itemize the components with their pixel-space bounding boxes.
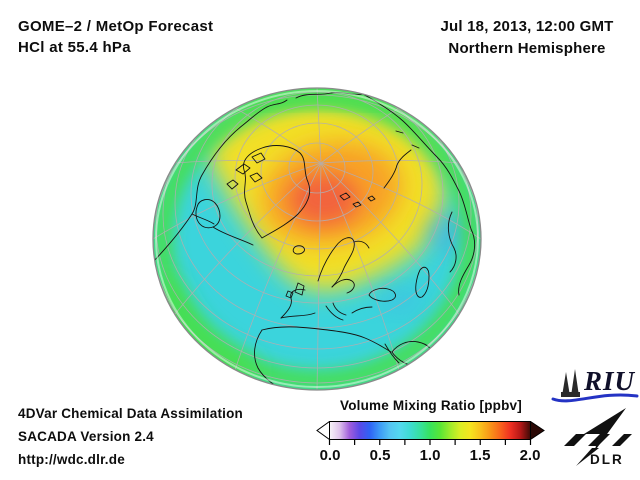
- riu-logo-text: RIU: [584, 366, 636, 396]
- dlr-star-shapes: [564, 408, 632, 466]
- tick-label-1.5: 1.5: [469, 447, 491, 464]
- globe-limb-outline: [152, 87, 482, 391]
- colorbar-left-arrow: [316, 421, 330, 441]
- title-line-species: HCl at 55.4 hPa: [18, 39, 131, 56]
- credits-block: 4DVar Chemical Data Assimilation SACADA …: [18, 402, 243, 471]
- graticule: [153, 88, 481, 390]
- colorbar-minor-ticks: [328, 440, 532, 445]
- datetime-label: Jul 18, 2013, 12:00 GMT: [440, 18, 614, 35]
- colorbar-gradient-bar: [329, 421, 531, 440]
- colorbar: [316, 421, 545, 445]
- tick-label-0.5: 0.5: [369, 447, 391, 464]
- riu-logo-graphic: [551, 369, 639, 403]
- title-line-instrument: GOME–2 / MetOp Forecast: [18, 18, 214, 35]
- globe-inner-rim-highlight: [155, 90, 479, 388]
- riu-logo: RIU: [550, 366, 640, 406]
- colorbar-tick-labels: 0.0 0.5 1.0 1.5 2.0: [0, 447, 640, 465]
- tick-label-0.0: 0.0: [319, 447, 341, 464]
- colorbar-right-arrow: [530, 421, 545, 441]
- credit-line-version: SACADA Version 2.4: [18, 429, 154, 444]
- dlr-star-icon: [564, 408, 632, 466]
- colorbar-title: Volume Mixing Ratio [ppbv]: [340, 398, 522, 413]
- dlr-logo: DLR: [562, 408, 634, 470]
- tick-label-1.0: 1.0: [419, 447, 441, 464]
- hemisphere-label: Northern Hemisphere: [448, 40, 606, 57]
- tick-label-2.0: 2.0: [519, 447, 541, 464]
- credit-line-assimilation: 4DVar Chemical Data Assimilation: [18, 406, 243, 421]
- cathedral-icon: [561, 369, 580, 397]
- coastlines: [153, 92, 476, 389]
- plot-datetime-block: Jul 18, 2013, 12:00 GMT Northern Hemisph…: [415, 16, 639, 60]
- credit-line-url: http://wdc.dlr.de: [18, 452, 125, 467]
- globe-maxvalue-core: [289, 173, 359, 225]
- globe-field: [153, 88, 481, 390]
- globe-lowvalue-patch-blacksea: [378, 287, 422, 313]
- plot-title-block: GOME–2 / MetOp Forecast HCl at 55.4 hPa: [18, 16, 213, 58]
- riu-wave-icon: [551, 393, 639, 403]
- dlr-logo-text: DLR: [590, 452, 624, 467]
- globe-green-arc-north: [237, 88, 403, 114]
